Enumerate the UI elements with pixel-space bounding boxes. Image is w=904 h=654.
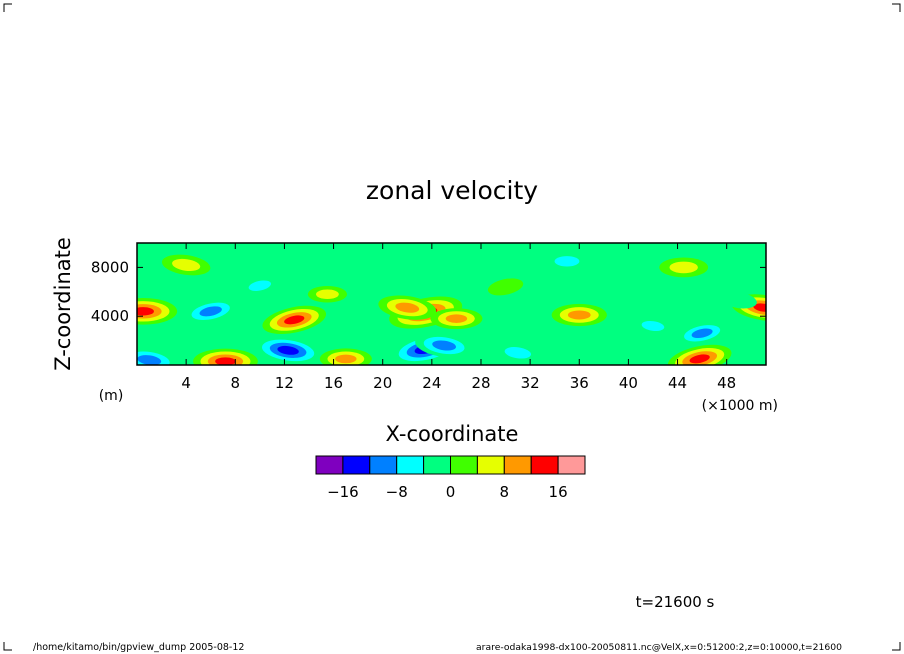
x-unit-label: (×1000 m) xyxy=(702,398,778,414)
heatmap-feature xyxy=(551,303,607,327)
y-tick-label: 4000 xyxy=(91,307,129,325)
x-tick-label: 24 xyxy=(422,374,441,392)
x-tick-label: 16 xyxy=(324,374,343,392)
x-tick-label: 28 xyxy=(471,374,490,392)
contour-band xyxy=(753,303,766,312)
contour-band xyxy=(432,340,457,351)
contour-band xyxy=(689,354,710,364)
heatmap-feature xyxy=(183,299,238,324)
colorbar-swatch xyxy=(315,455,344,475)
colorbar-label: −16 xyxy=(327,483,359,501)
heatmap-feature xyxy=(487,278,524,296)
x-tick-label: 48 xyxy=(717,374,736,392)
colorbar-swatch xyxy=(557,455,586,475)
contour-band xyxy=(248,280,272,291)
colorbar-swatch xyxy=(450,455,478,475)
colorbar-label: 16 xyxy=(549,483,568,501)
x-tick-label: 20 xyxy=(373,374,392,392)
plot-frame xyxy=(136,242,767,366)
x-tick-label: 32 xyxy=(521,374,540,392)
contour-band xyxy=(445,314,468,323)
x-tick-label: 40 xyxy=(619,374,638,392)
colorbar-swatch xyxy=(396,455,425,475)
corner-mark-bottom-left xyxy=(3,642,12,651)
contour-band xyxy=(199,306,222,317)
corner-mark-bottom-right xyxy=(892,642,901,651)
heatmap-feature xyxy=(240,276,280,295)
contour-band xyxy=(172,258,201,272)
contour-band xyxy=(504,347,532,359)
contour-band xyxy=(137,307,154,316)
contour-band xyxy=(316,289,339,300)
colorbar-label: 8 xyxy=(500,483,510,501)
contour-band xyxy=(554,256,580,267)
heatmap-feature xyxy=(254,336,322,365)
contour-band xyxy=(215,357,236,365)
heatmap-feature xyxy=(137,298,178,325)
contour-band xyxy=(610,297,647,315)
contour-band xyxy=(721,292,757,309)
heatmap-feature xyxy=(545,252,589,271)
contour-band xyxy=(669,261,698,274)
y-axis-title: Z-coordinate xyxy=(51,237,75,371)
contour-band xyxy=(284,315,305,325)
footer-right: arare-odaka1998-dx100-20050811.nc@VelX,x… xyxy=(476,643,842,653)
heatmap-feature xyxy=(307,285,348,303)
colorbar-label: −8 xyxy=(386,483,408,501)
x-tick-label: 44 xyxy=(668,374,687,392)
colorbar-label: 0 xyxy=(446,483,456,501)
heatmap-feature xyxy=(676,321,728,345)
contour-band xyxy=(335,354,357,364)
heatmap-feature xyxy=(161,254,211,276)
y-axis: 4000 8000 xyxy=(91,258,766,325)
x-tick-label: 4 xyxy=(181,374,191,392)
x-tick-label: 36 xyxy=(570,374,589,392)
heatmap-feature xyxy=(378,295,437,320)
colorbar-swatch xyxy=(476,455,505,475)
contour-band xyxy=(567,310,591,320)
y-tick-label: 8000 xyxy=(91,258,129,276)
heatmap-feature xyxy=(415,333,474,358)
corner-marks xyxy=(3,3,901,651)
y-unit-label: (m) xyxy=(99,388,124,404)
corner-mark-top-left xyxy=(3,3,12,12)
footer-left: /home/kitamo/bin/gpview_dump 2005-08-12 xyxy=(33,642,244,653)
corner-mark-top-right xyxy=(892,3,901,12)
heatmap-field xyxy=(137,243,766,365)
colorbar-swatch xyxy=(423,455,452,475)
heatmap-feature xyxy=(262,305,327,334)
heatmap-feature xyxy=(430,308,483,330)
contour-band xyxy=(641,320,665,331)
heatmap-feature xyxy=(633,317,673,335)
heatmap-feature xyxy=(319,348,372,365)
heatmap-feature xyxy=(495,342,541,363)
contour-band xyxy=(395,302,420,313)
heatmap-feature xyxy=(193,348,258,365)
colorbar-swatch xyxy=(342,455,371,475)
colorbar-swatch xyxy=(503,455,532,475)
heatmap-feature xyxy=(721,292,757,309)
time-label: t=21600 s xyxy=(636,593,715,611)
contour-band xyxy=(137,355,162,365)
colorbar: −16 −8 0 8 16 xyxy=(315,455,586,501)
heatmap-feature xyxy=(659,257,709,278)
contour-band xyxy=(277,345,299,355)
heatmap-feature xyxy=(610,297,647,315)
x-axis: 4 8 12 16 20 24 28 32 36 40 44 48 xyxy=(181,243,736,392)
contour-band xyxy=(691,328,713,339)
colorbar-swatch xyxy=(530,455,559,475)
x-axis-title: X-coordinate xyxy=(386,422,519,446)
chart-title: zonal velocity xyxy=(366,176,538,205)
contour-band xyxy=(487,278,524,296)
x-tick-label: 8 xyxy=(231,374,241,392)
colorbar-swatch xyxy=(369,455,398,475)
x-tick-label: 12 xyxy=(275,374,294,392)
